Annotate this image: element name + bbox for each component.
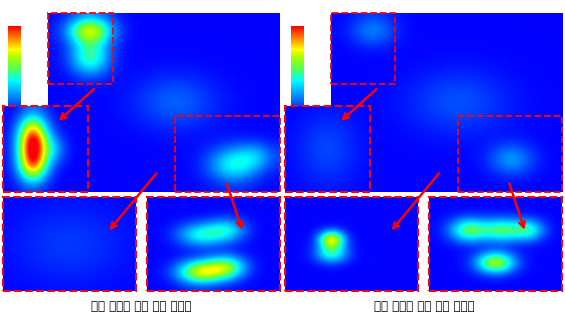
Text: 단일 하중에 의한 응력 분포도: 단일 하중에 의한 응력 분포도 xyxy=(91,300,192,313)
Text: 근육 하중에 의한 응력 분포도: 근육 하중에 의한 응력 분포도 xyxy=(373,300,474,313)
